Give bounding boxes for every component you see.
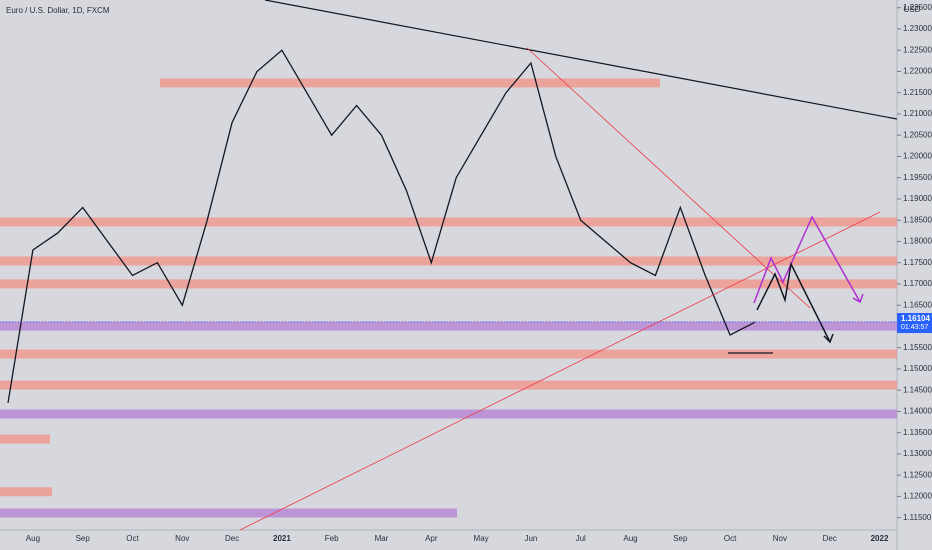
arrowhead xyxy=(852,293,864,304)
currency: USD xyxy=(904,5,921,14)
x-tick-label: Aug xyxy=(26,534,40,543)
y-tick-label: 1.18000 xyxy=(903,237,932,246)
y-tick-label: 1.19500 xyxy=(903,173,932,182)
last-price-box xyxy=(897,313,932,334)
arrowhead xyxy=(823,333,834,344)
y-tick-label: 1.13500 xyxy=(903,428,932,437)
axes: 1.11500 1.12000 1.12500 1.13000 1.13500 1.140… xyxy=(0,3,932,543)
zone xyxy=(0,487,52,497)
y-tick-label: 1.22500 xyxy=(903,45,932,54)
y-tick-label: 1.11500 xyxy=(903,513,932,522)
projection xyxy=(753,215,861,304)
y-tick-label: 1.23000 xyxy=(903,24,932,33)
zone xyxy=(0,409,897,419)
y-tick-label: 1.18500 xyxy=(903,215,932,224)
zone xyxy=(0,279,897,289)
plot xyxy=(7,49,756,404)
x-tick-label: Sep xyxy=(76,534,91,543)
x-tick-label: 2022 xyxy=(871,534,889,543)
y-tick-label: 1.20500 xyxy=(903,130,932,139)
last-price: 1.16104 xyxy=(901,314,930,323)
y-tick-label: 1.19000 xyxy=(903,194,932,203)
x-tick-label: Jun xyxy=(524,534,537,543)
x-tick-label: Sep xyxy=(673,534,688,543)
x-tick-label: Apr xyxy=(425,534,438,543)
zone xyxy=(0,349,897,359)
y-tick-label: 1.14500 xyxy=(903,385,932,394)
y-tick-label: 1.17500 xyxy=(903,258,932,267)
x-tick-label: Nov xyxy=(175,534,189,543)
y-tick-label: 1.15000 xyxy=(903,364,932,373)
x-tick-label: 2021 xyxy=(273,534,291,543)
y-tick-label: 1.21000 xyxy=(903,109,932,118)
x-tick-label: Dec xyxy=(225,534,239,543)
trend-line xyxy=(264,0,898,120)
y-tick-label: 1.12000 xyxy=(903,492,932,501)
zone xyxy=(0,321,897,331)
x-tick-label: Oct xyxy=(724,534,737,543)
y-tick-label: 1.17000 xyxy=(903,279,932,288)
projection xyxy=(756,261,831,343)
trend-line xyxy=(239,211,881,531)
x-tick-label: Feb xyxy=(325,534,339,543)
x-tick-label: Dec xyxy=(823,534,837,543)
zone xyxy=(0,508,457,518)
x-tick-label: Jul xyxy=(576,534,586,543)
x-tick-label: May xyxy=(474,534,489,543)
zone xyxy=(160,78,660,88)
x-tick-label: Nov xyxy=(773,534,787,543)
y-tick-label: 1.22000 xyxy=(903,67,932,76)
countdown: 01:43:57 xyxy=(901,324,928,331)
zones xyxy=(0,78,897,518)
x-tick-label: Oct xyxy=(126,534,139,543)
y-tick-label: 1.14000 xyxy=(903,407,932,416)
zone xyxy=(0,434,50,444)
zone xyxy=(0,217,897,227)
zone xyxy=(0,380,897,390)
y-tick-label: 1.23500 xyxy=(903,3,932,12)
y-tick-label: 1.20000 xyxy=(903,152,932,161)
zone xyxy=(0,256,897,266)
x-tick-label: Aug xyxy=(623,534,637,543)
y-tick-label: 1.13000 xyxy=(903,449,932,458)
trend-line xyxy=(526,47,811,309)
chart-title: Euro / U.S. Dollar, 1D, FXCM xyxy=(6,6,110,15)
y-tick-label: 1.21500 xyxy=(903,88,932,97)
price-line xyxy=(7,49,756,404)
y-tick-label: 1.16500 xyxy=(903,300,932,309)
x-tick-label: Mar xyxy=(375,534,389,543)
y-tick-label: 1.12500 xyxy=(903,470,932,479)
y-tick-label: 1.15500 xyxy=(903,343,932,352)
